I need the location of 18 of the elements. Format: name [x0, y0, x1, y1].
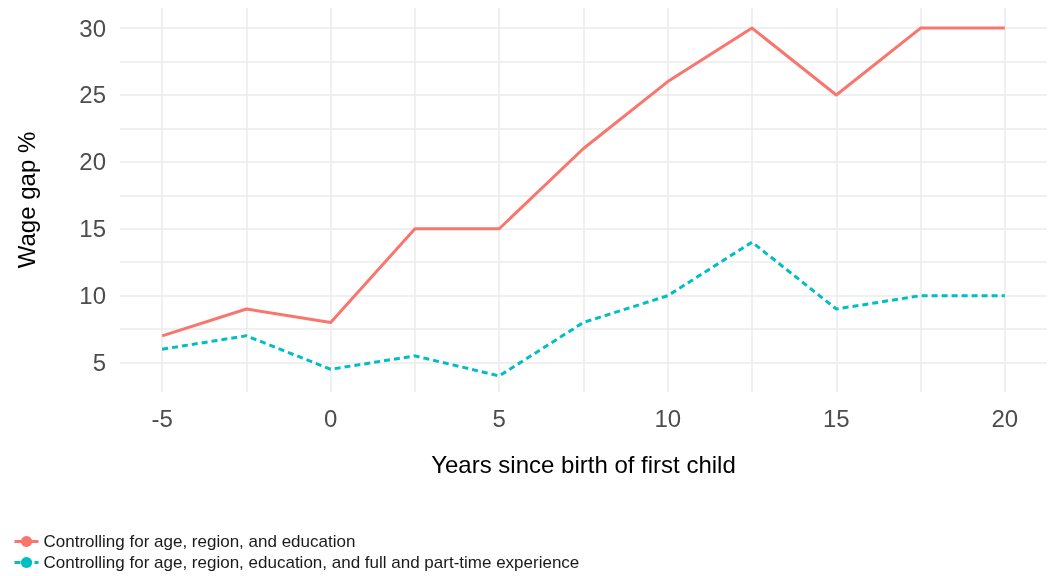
legend-label: Controlling for age, region, education, and full and part-time experience [43, 553, 580, 572]
x-tick-label: 20 [991, 404, 1019, 432]
x-tick-label: -5 [151, 404, 173, 432]
y-tick-label: 20 [79, 148, 106, 176]
y-tick-label: 25 [79, 81, 106, 109]
y-tick-label: 5 [92, 349, 106, 377]
x-axis-title: Years since birth of first child [431, 450, 736, 478]
x-tick-label: 15 [822, 404, 850, 432]
y-axis-title: Wage gap % [12, 131, 40, 269]
line-series [160, 26, 1007, 338]
y-tick-label: 10 [79, 282, 106, 310]
legend-label: Controlling for age, region, and education [43, 532, 356, 551]
y-tick-label: 30 [79, 14, 106, 42]
line-series [160, 240, 1007, 378]
y-tick-label: 15 [79, 215, 106, 243]
x-tick-label: 5 [492, 404, 506, 432]
x-tick-label: 0 [324, 404, 338, 432]
x-tick-label: 10 [654, 404, 682, 432]
